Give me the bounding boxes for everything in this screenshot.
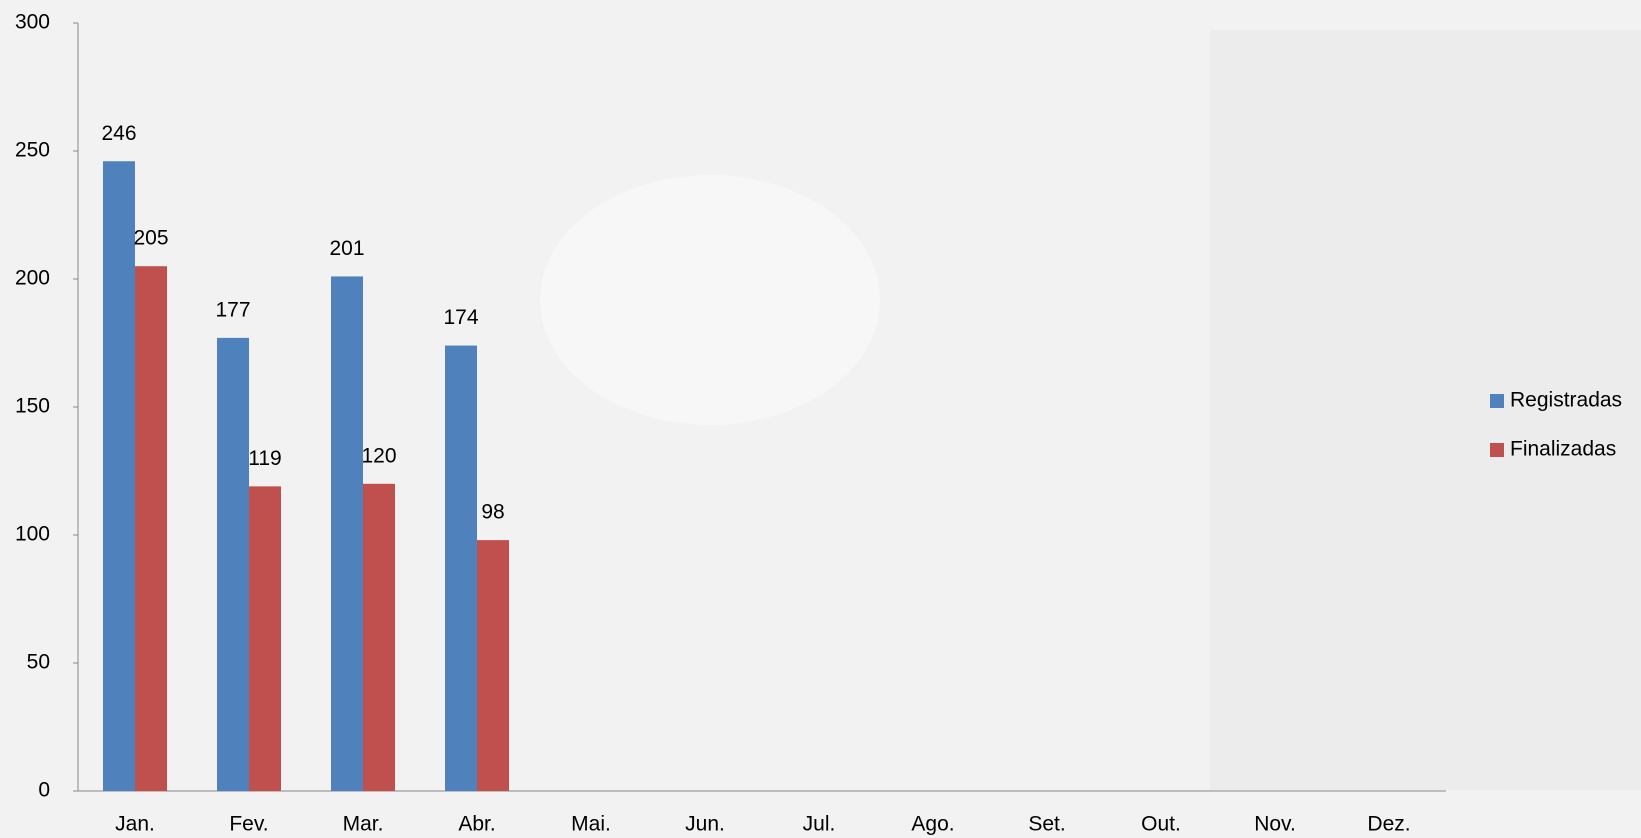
bar xyxy=(103,161,135,792)
y-tick-label: 150 xyxy=(15,395,50,418)
bar xyxy=(249,486,281,791)
bar xyxy=(331,276,363,791)
y-tick-label: 100 xyxy=(15,523,50,546)
x-tick-label: Jul. xyxy=(803,813,836,836)
y-tick-label: 0 xyxy=(38,779,50,802)
data-label: 98 xyxy=(481,501,504,524)
bar xyxy=(363,483,395,791)
data-label: 119 xyxy=(248,447,281,470)
x-tick-label: Out. xyxy=(1141,813,1181,836)
bar xyxy=(477,540,509,791)
data-label: 201 xyxy=(329,237,364,260)
data-label: 120 xyxy=(361,444,396,467)
x-tick-label: Nov. xyxy=(1254,813,1296,836)
x-tick-label: Set. xyxy=(1028,813,1065,836)
legend-swatch xyxy=(1490,443,1504,457)
legend-label: Finalizadas xyxy=(1510,438,1616,461)
data-label: 205 xyxy=(133,227,168,250)
bar xyxy=(135,266,167,791)
watermark xyxy=(540,175,880,425)
x-tick-label: Abr. xyxy=(458,813,495,836)
y-tick-label: 50 xyxy=(27,651,50,674)
x-tick-label: Mar. xyxy=(343,813,384,836)
y-tick-label: 200 xyxy=(15,267,50,290)
data-label: 246 xyxy=(101,122,136,145)
bar xyxy=(217,337,249,791)
x-tick-label: Jun. xyxy=(685,813,725,836)
bar xyxy=(445,345,477,791)
x-tick-label: Ago. xyxy=(911,813,954,836)
data-label: 177 xyxy=(215,298,250,321)
watermark xyxy=(1210,30,1641,790)
y-tick-label: 250 xyxy=(15,139,50,162)
legend-label: Registradas xyxy=(1510,389,1622,412)
x-tick-label: Mai. xyxy=(571,813,611,836)
y-tick-label: 300 xyxy=(15,11,50,34)
x-tick-label: Jan. xyxy=(115,813,155,836)
legend-swatch xyxy=(1490,394,1504,408)
x-tick-label: Dez. xyxy=(1367,813,1410,836)
data-label: 174 xyxy=(443,306,478,329)
x-tick-label: Fev. xyxy=(229,813,268,836)
